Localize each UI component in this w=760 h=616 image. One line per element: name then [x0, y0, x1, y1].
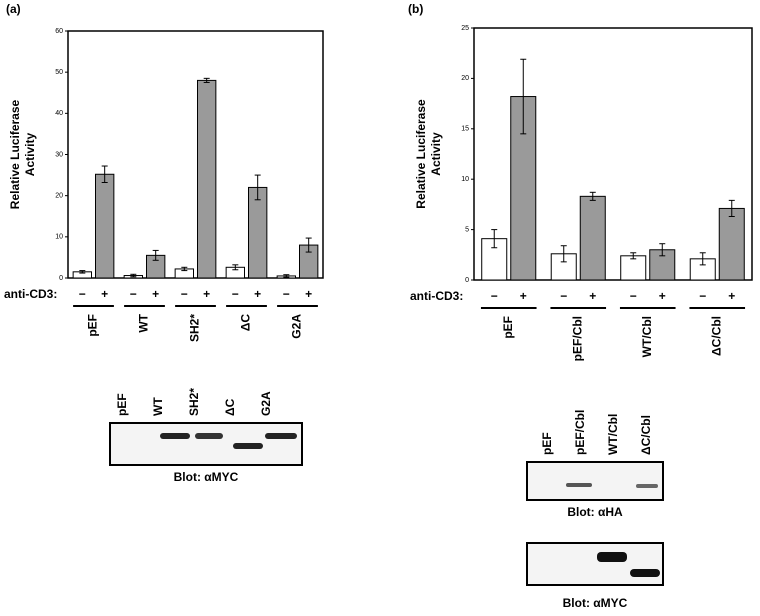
treatment-sign: − — [560, 289, 567, 303]
blot-band — [630, 569, 660, 577]
treatment-sign: + — [254, 287, 261, 301]
treatment-sign: + — [659, 289, 666, 303]
lane-label: WT/Cbl — [606, 414, 620, 455]
plot-frame — [473, 27, 753, 281]
x-tick-label: G2A — [290, 314, 304, 339]
y-axis-label: Relative Luciferase — [414, 99, 428, 209]
lane-label: pEF — [540, 432, 554, 455]
bar — [248, 186, 268, 279]
bar — [620, 255, 647, 281]
error-bar — [232, 264, 239, 271]
y-axis-label: Relative Luciferase — [8, 99, 22, 209]
lane-label: SH2* — [187, 388, 201, 416]
error-bar — [560, 245, 567, 263]
error-bar — [152, 249, 159, 261]
blot-caption: Blot: αHA — [567, 505, 623, 519]
treatment-sign: − — [181, 287, 188, 301]
error-bar — [181, 266, 188, 272]
blot-band — [566, 483, 592, 487]
blot-band — [195, 433, 223, 439]
y-tick-label: 20 — [461, 75, 469, 82]
treatment-sign: + — [305, 287, 312, 301]
blot-band — [233, 443, 263, 449]
panel-label: (a) — [6, 2, 21, 16]
y-axis-label: Activity — [429, 132, 443, 176]
treatment-sign: − — [232, 287, 239, 301]
y-tick-label: 50 — [55, 69, 63, 76]
x-tick-label: pEF/Cbl — [570, 316, 584, 361]
y-tick-label: 0 — [465, 277, 469, 284]
panel-label: (b) — [408, 2, 423, 16]
y-tick-label: 10 — [55, 234, 63, 241]
y-tick-label: 30 — [55, 151, 63, 158]
error-bar — [728, 199, 735, 217]
y-tick-label: 10 — [461, 176, 469, 183]
error-bar — [305, 237, 312, 253]
x-tick-label: WT/Cbl — [640, 316, 654, 357]
treatment-sign: + — [728, 289, 735, 303]
lane-label: ΔC/Cbl — [639, 415, 653, 455]
error-bar — [254, 174, 261, 201]
x-tick-label: WT — [137, 313, 151, 332]
treatment-label: anti-CD3: — [4, 287, 57, 301]
y-axis-label: Activity — [23, 133, 37, 177]
y-tick-label: 20 — [55, 193, 63, 200]
error-bar — [520, 58, 527, 135]
y-tick-label: 25 — [461, 25, 469, 32]
blot-band — [160, 433, 190, 439]
x-tick-label: ΔC — [239, 314, 253, 332]
x-tick-label: ΔC/Cbl — [709, 316, 723, 356]
error-bar — [79, 270, 86, 274]
error-bar — [130, 273, 137, 278]
blot-membrane — [109, 422, 303, 466]
y-tick-label: 40 — [55, 110, 63, 117]
treatment-sign: − — [130, 287, 137, 301]
lane-label: ΔC — [223, 398, 237, 416]
error-bar — [101, 165, 108, 183]
y-tick-label: 15 — [461, 126, 469, 133]
lane-label: pEF — [115, 393, 129, 416]
treatment-sign: + — [152, 287, 159, 301]
treatment-sign: − — [699, 289, 706, 303]
treatment-sign: − — [79, 287, 86, 301]
error-bar — [630, 252, 637, 260]
error-bar — [699, 252, 706, 266]
x-tick-label: pEF — [86, 314, 100, 337]
blot-caption: Blot: αMYC — [174, 470, 239, 484]
y-tick-label: 0 — [59, 275, 63, 282]
blot-membrane — [526, 542, 664, 586]
blot-band — [636, 484, 658, 488]
error-bar — [491, 229, 498, 249]
lane-label: G2A — [259, 391, 273, 416]
y-tick-label: 60 — [55, 28, 63, 35]
treatment-label: anti-CD3: — [410, 289, 463, 303]
treatment-sign: − — [283, 287, 290, 301]
lane-label: pEF/Cbl — [573, 410, 587, 455]
bar — [718, 207, 745, 281]
treatment-sign: + — [203, 287, 210, 301]
lane-label: WT — [151, 397, 165, 416]
blot-caption: Blot: αMYC — [563, 596, 628, 610]
bar — [197, 79, 217, 279]
x-tick-label: SH2* — [188, 314, 202, 342]
treatment-sign: − — [630, 289, 637, 303]
y-tick-label: 5 — [465, 226, 469, 233]
error-bar — [589, 191, 596, 201]
treatment-sign: − — [491, 289, 498, 303]
x-tick-label: pEF — [501, 316, 515, 339]
bar — [579, 195, 606, 281]
blot-band — [265, 433, 297, 439]
error-bar — [203, 77, 210, 83]
error-bar — [659, 243, 666, 257]
treatment-sign: + — [101, 287, 108, 301]
treatment-sign: + — [520, 289, 527, 303]
bar — [95, 173, 115, 279]
treatment-sign: + — [589, 289, 596, 303]
blot-membrane — [526, 461, 664, 501]
blot-band — [597, 552, 627, 562]
error-bar — [283, 274, 290, 278]
